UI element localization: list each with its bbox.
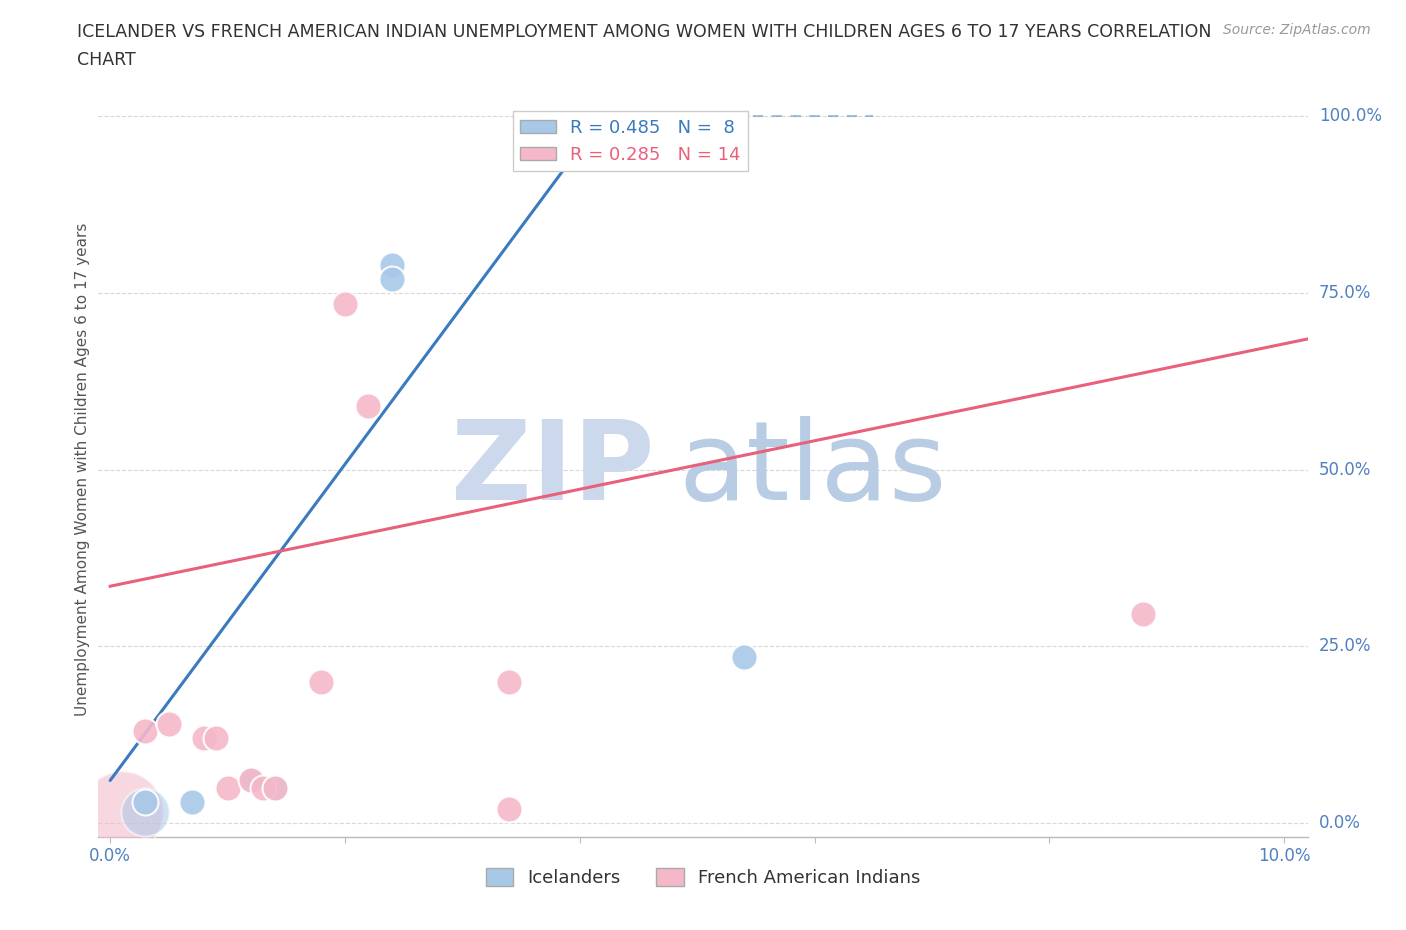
- Point: [134, 724, 156, 738]
- Text: Source: ZipAtlas.com: Source: ZipAtlas.com: [1223, 23, 1371, 37]
- Text: 0.0%: 0.0%: [1319, 814, 1361, 831]
- Point: [134, 794, 156, 809]
- Text: ZIP: ZIP: [451, 416, 655, 524]
- Point: [498, 674, 520, 689]
- Text: 50.0%: 50.0%: [1319, 460, 1371, 479]
- Y-axis label: Unemployment Among Women with Children Ages 6 to 17 years: Unemployment Among Women with Children A…: [75, 223, 90, 716]
- Point: [263, 780, 285, 795]
- Point: [311, 674, 333, 689]
- Point: [157, 716, 180, 731]
- Point: [181, 794, 204, 809]
- Point: [263, 780, 285, 795]
- Point: [134, 804, 156, 819]
- Point: [498, 802, 520, 817]
- Text: 100.0%: 100.0%: [1319, 108, 1382, 126]
- Point: [733, 649, 755, 664]
- Point: [111, 804, 134, 819]
- Text: CHART: CHART: [77, 51, 136, 69]
- Text: 75.0%: 75.0%: [1319, 284, 1371, 302]
- Point: [193, 731, 215, 746]
- Point: [204, 731, 226, 746]
- Point: [217, 780, 239, 795]
- Legend: Icelanders, French American Indians: Icelanders, French American Indians: [478, 860, 928, 894]
- Point: [252, 780, 274, 795]
- Point: [333, 296, 356, 311]
- Text: ICELANDER VS FRENCH AMERICAN INDIAN UNEMPLOYMENT AMONG WOMEN WITH CHILDREN AGES : ICELANDER VS FRENCH AMERICAN INDIAN UNEM…: [77, 23, 1212, 41]
- Point: [381, 272, 404, 286]
- Point: [381, 258, 404, 272]
- Text: 25.0%: 25.0%: [1319, 637, 1371, 656]
- Point: [357, 399, 380, 414]
- Point: [1132, 607, 1154, 622]
- Point: [240, 773, 263, 788]
- Text: atlas: atlas: [679, 416, 948, 524]
- Point: [240, 773, 263, 788]
